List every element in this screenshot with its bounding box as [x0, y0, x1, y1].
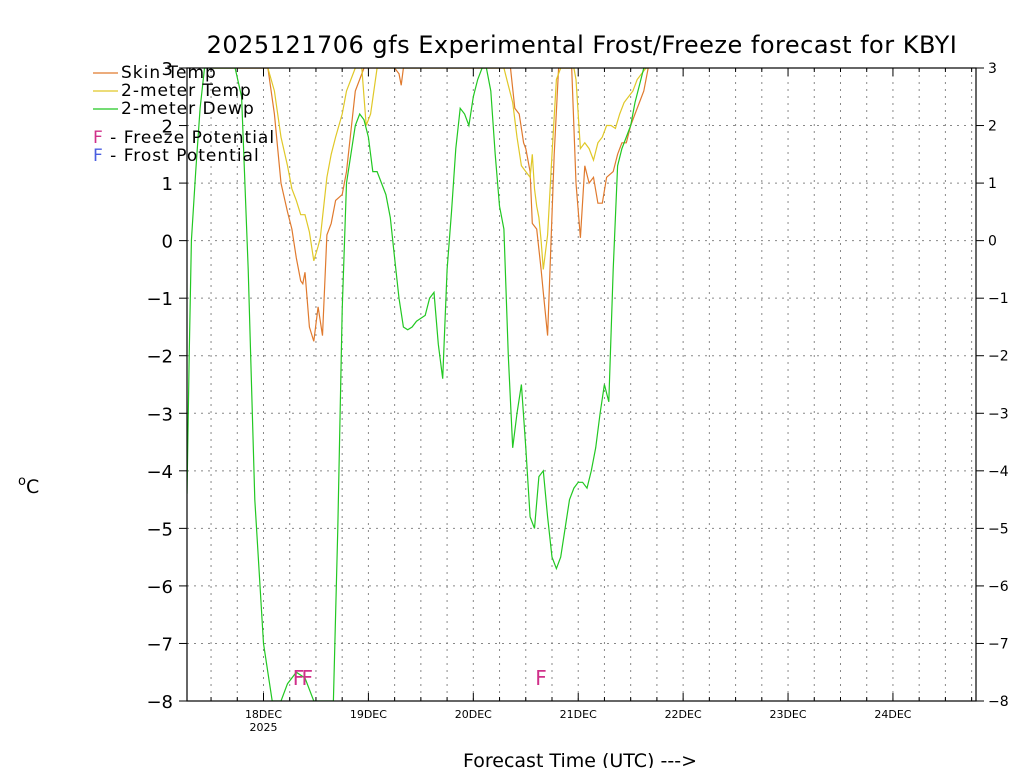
y-axis-label-degree: o — [18, 474, 26, 489]
x-tick-label: 22DEC — [665, 708, 702, 721]
y-tick-label-left: −2 — [146, 347, 173, 368]
y-tick-label-left: −6 — [146, 577, 173, 598]
y-tick-label-right: −2 — [988, 349, 1009, 365]
series-lines — [187, 68, 649, 701]
y-tick-label-left: −3 — [146, 404, 173, 425]
legend-marker-entry: F - Frost Potential — [93, 146, 260, 166]
y-axis: 3 3 2 2 1 1 0 0 −1 −1 −2 −2 −3 −3 −4 −4 −5 −5 −6 −6 −7 −7 −8 −8 — [146, 59, 1008, 713]
x-tick-label: 20DEC — [455, 708, 492, 721]
x-axis-label: Forecast Time (UTC) ---> — [463, 750, 697, 768]
y-tick-label-right: 3 — [988, 61, 997, 77]
legend-label: 2-meter Dewp — [121, 99, 255, 119]
legend-marker-symbol: F — [93, 146, 104, 166]
series-line-skin-temp — [213, 68, 649, 342]
legend-marker-text: - Frost Potential — [104, 146, 260, 166]
legend-label: Skin Temp — [121, 63, 217, 83]
y-axis-label-unit: C — [26, 476, 39, 498]
freeze-marker: F — [293, 666, 305, 690]
legend-marker-text: - Freeze Potential — [104, 128, 275, 148]
y-tick-label-left: 0 — [162, 232, 173, 253]
y-tick-label-left: −8 — [146, 692, 173, 713]
y-tick-label-right: 2 — [988, 119, 997, 135]
y-tick-label-left: 2 — [162, 117, 173, 138]
plot-frame — [186, 67, 977, 702]
y-tick-label-left: 3 — [162, 59, 173, 80]
y-tick-label-right: 0 — [988, 234, 997, 250]
y-tick-label-right: 1 — [988, 176, 997, 192]
x-tick-label: 19DEC — [350, 708, 387, 721]
x-tick-label: 24DEC — [874, 708, 911, 721]
chart-title: 2025121706 gfs Experimental Frost/Freeze… — [207, 31, 958, 59]
freeze-marker: F — [535, 666, 547, 690]
y-tick-label-right: −3 — [988, 406, 1009, 422]
y-tick-label-left: −1 — [146, 289, 173, 310]
series-line-2-meter-temp — [213, 68, 649, 270]
y-tick-label-left: −7 — [146, 634, 173, 655]
grid-lines — [187, 68, 976, 701]
x-tick-label: 21DEC — [560, 708, 597, 721]
y-tick-label-left: 1 — [162, 174, 173, 195]
y-tick-label-right: −6 — [988, 579, 1009, 595]
freeze-markers: FF F — [293, 666, 547, 690]
y-tick-label-right: −1 — [988, 291, 1009, 307]
legend-marker-symbol: F — [93, 128, 104, 148]
x-tick-sublabel: 2025 — [249, 721, 277, 734]
legend-label: 2-meter Temp — [121, 81, 252, 101]
y-tick-label-right: −5 — [988, 521, 1009, 537]
y-tick-label-right: −4 — [988, 464, 1009, 480]
y-axis-label: oC — [18, 474, 39, 498]
x-tick-label: 18DEC — [245, 708, 282, 721]
freeze-marker: F — [301, 666, 313, 690]
y-tick-label-right: −7 — [988, 636, 1009, 652]
legend-marker-entry: F - Freeze Potential — [93, 128, 275, 148]
y-tick-label-right: −8 — [988, 694, 1009, 710]
y-tick-label-left: −5 — [146, 519, 173, 540]
y-tick-label-left: −4 — [146, 462, 173, 483]
series-line-2-meter-dewp — [187, 68, 649, 701]
x-tick-label: 23DEC — [769, 708, 806, 721]
